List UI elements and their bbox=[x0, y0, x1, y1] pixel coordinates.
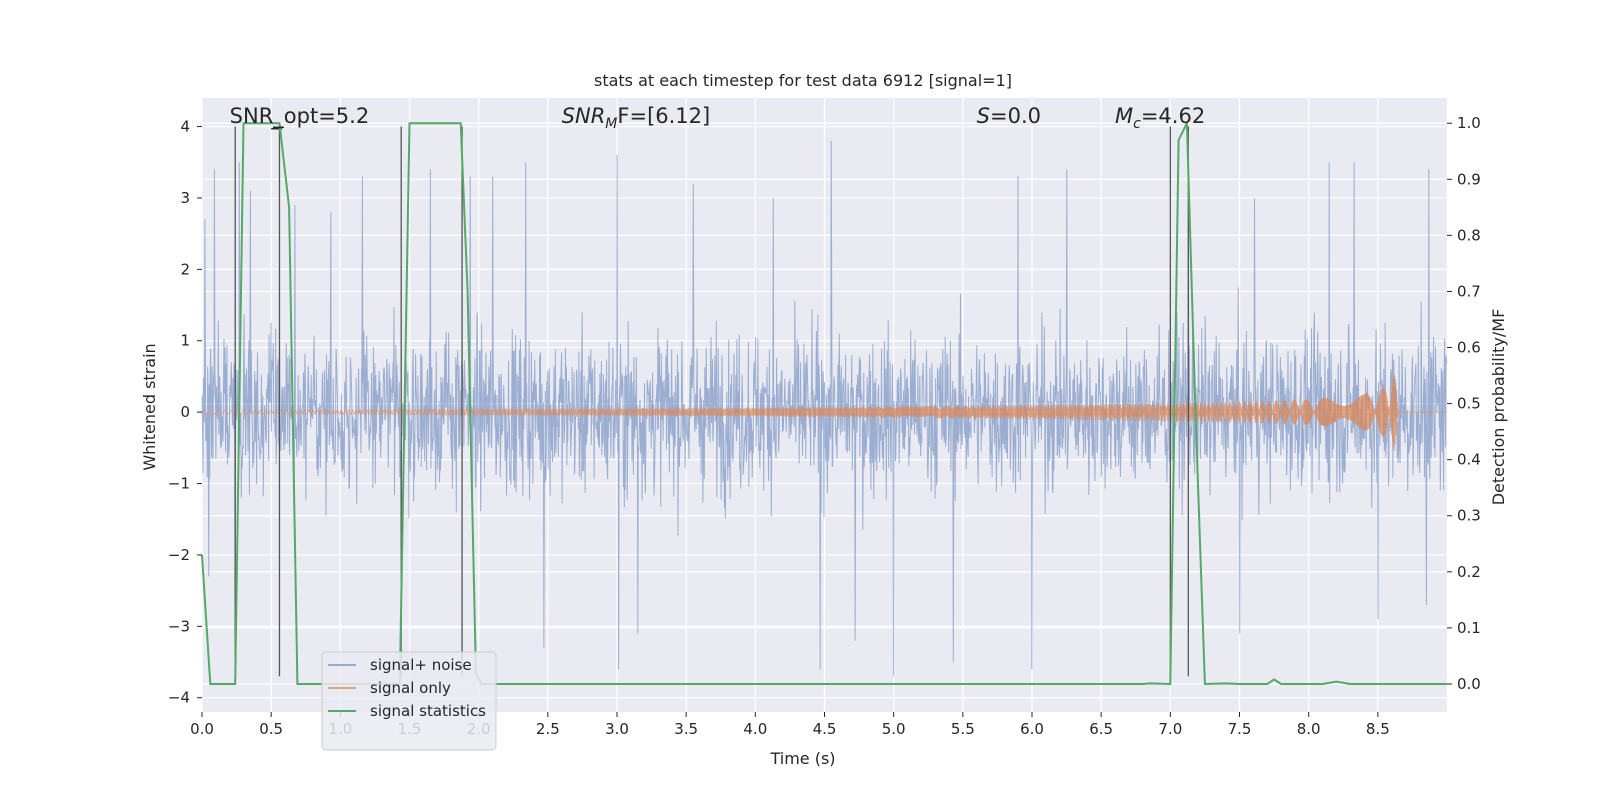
y-axis-left-ticks: 4 3 2 1 0 −1 −2 −3 −4 bbox=[168, 118, 202, 707]
legend-label-signal-only: signal only bbox=[370, 679, 451, 697]
x-tick-label: 5.0 bbox=[882, 720, 906, 738]
y-left-tick-label: 1 bbox=[180, 332, 190, 350]
x-tick-label: 8.5 bbox=[1366, 720, 1390, 738]
annotation-prefix: SNR_opt=5.2 bbox=[230, 104, 370, 129]
x-tick-label: 4.0 bbox=[743, 720, 767, 738]
annotation-suffix: =0.0 bbox=[990, 104, 1041, 128]
legend-box bbox=[321, 651, 497, 751]
y-right-tick-label: 0.5 bbox=[1457, 395, 1481, 413]
x-tick-label: 0.0 bbox=[190, 720, 214, 738]
x-tick-label: 7.0 bbox=[1158, 720, 1182, 738]
signal-statistics-line bbox=[201, 122, 1447, 686]
x-tick-label: 0.5 bbox=[259, 720, 283, 738]
chart-title: stats at each timestep for test data 691… bbox=[594, 71, 1012, 90]
y-right-tick-label: 0.3 bbox=[1457, 507, 1481, 525]
annotation-subscript: M bbox=[605, 116, 617, 132]
signal-only-line bbox=[201, 375, 1447, 451]
y-axis-right-label: Detection probability/MF bbox=[1489, 309, 1508, 506]
x-tick-label: 6.0 bbox=[1020, 720, 1044, 738]
y-axis-right-ticks: 1.0 0.9 0.8 0.7 0.6 0.5 0.4 0.3 0.2 0.1 0.0 bbox=[1447, 114, 1481, 693]
x-tick-label: 2.5 bbox=[536, 720, 560, 738]
annotation-subscript: c bbox=[1133, 116, 1141, 132]
y-left-tick-label: −2 bbox=[168, 546, 190, 564]
y-right-tick-label: 0.7 bbox=[1457, 282, 1481, 300]
x-tick-label: 8.0 bbox=[1297, 720, 1321, 738]
y-left-tick-label: 2 bbox=[180, 260, 190, 278]
y-right-tick-label: 1.0 bbox=[1457, 114, 1481, 132]
annotation-symbol: M bbox=[1115, 104, 1133, 128]
y-axis-left-label: Whitened strain bbox=[140, 343, 159, 470]
annotation-text: Mc=4.62 bbox=[1115, 104, 1205, 132]
legend: signal+ noise signal only signal statist… bbox=[321, 651, 497, 751]
x-axis-label: Time (s) bbox=[769, 749, 835, 768]
x-tick-label: 3.0 bbox=[605, 720, 629, 738]
y-right-tick-label: 0.4 bbox=[1457, 451, 1481, 469]
legend-label-signal-statistics: signal statistics bbox=[370, 702, 486, 720]
x-tick-label: 7.5 bbox=[1228, 720, 1252, 738]
y-left-tick-label: −4 bbox=[168, 689, 190, 707]
y-right-tick-label: 0.8 bbox=[1457, 226, 1481, 244]
annotation-text: SNR_opt=5.2 bbox=[230, 104, 370, 129]
series-signal-noise bbox=[201, 140, 1448, 677]
y-left-tick-label: 4 bbox=[180, 118, 190, 136]
annotation-text: S=0.0 bbox=[977, 104, 1041, 128]
y-left-tick-label: 3 bbox=[180, 189, 190, 207]
x-tick-label: 5.5 bbox=[951, 720, 975, 738]
y-left-tick-label: 0 bbox=[180, 403, 190, 421]
signal-noise-line bbox=[201, 140, 1448, 677]
x-tick-label: 3.5 bbox=[674, 720, 698, 738]
y-right-tick-label: 0.1 bbox=[1457, 619, 1481, 637]
annotation-symbol: SNR bbox=[562, 104, 606, 128]
annotation-text: SNRMF=[6.12] bbox=[562, 104, 711, 132]
x-tick-label: 6.5 bbox=[1089, 720, 1113, 738]
x-tick-label: 4.5 bbox=[813, 720, 837, 738]
y-right-tick-label: 0.0 bbox=[1457, 675, 1481, 693]
y-left-tick-label: −3 bbox=[168, 617, 190, 635]
annotations: SNR_opt=5.2 SNRMF=[6.12] S=0.0 Mc=4.62 bbox=[230, 104, 1206, 132]
annotation-symbol: S bbox=[977, 104, 990, 128]
y-left-tick-label: −1 bbox=[168, 475, 190, 493]
y-right-tick-label: 0.6 bbox=[1457, 339, 1481, 357]
legend-label-signal-noise: signal+ noise bbox=[370, 656, 472, 674]
series-signal-statistics bbox=[201, 122, 1447, 686]
annotation-suffix: =4.62 bbox=[1141, 104, 1205, 128]
annotation-suffix: F=[6.12] bbox=[617, 104, 710, 128]
y-right-tick-label: 0.2 bbox=[1457, 563, 1481, 581]
y-right-tick-label: 0.9 bbox=[1457, 170, 1481, 188]
series-signal-only bbox=[201, 375, 1447, 451]
